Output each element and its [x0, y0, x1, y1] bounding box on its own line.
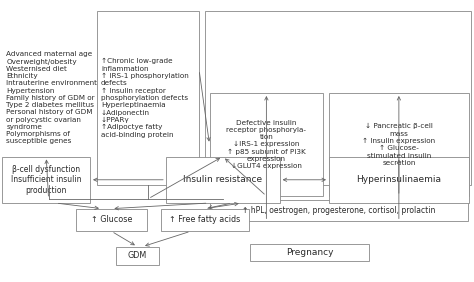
Text: ↑ Glucose: ↑ Glucose [91, 215, 132, 224]
Bar [210, 200, 468, 221]
Text: ↓ Pancreatic β-cell
mass
↑ Insulin expression
↑ Glucose-
stimulated insulin
secr: ↓ Pancreatic β-cell mass ↑ Insulin expre… [362, 123, 436, 166]
Bar [250, 244, 369, 261]
Bar [329, 157, 469, 203]
Bar [166, 157, 280, 203]
Bar [76, 209, 147, 231]
Text: β-cell dysfunction
Insufficient insulin
production: β-cell dysfunction Insufficient insulin … [11, 164, 82, 195]
Bar [116, 247, 159, 265]
Bar [97, 11, 199, 185]
Bar [2, 157, 90, 203]
Text: Advanced maternal age
Overweight/obesity
Westernised diet
Ethnicity
Intrauterine: Advanced maternal age Overweight/obesity… [6, 52, 97, 144]
Text: ↑ Free fatty acids: ↑ Free fatty acids [169, 215, 241, 224]
Text: Insulin resistance: Insulin resistance [183, 175, 262, 184]
Text: Defective insulin
receptor phosphoryla-
tion
↓IRS-1 expression
↑ p85 subunit of : Defective insulin receptor phosphoryla- … [227, 120, 306, 169]
Bar [161, 209, 249, 231]
Text: ↑Chronic low-grade
inflammation
↑ IRS-1 phosphorylation
defects
↑ Insulin recept: ↑Chronic low-grade inflammation ↑ IRS-1 … [101, 58, 189, 138]
Bar [210, 93, 323, 196]
Text: Hyperinsulinaemia: Hyperinsulinaemia [356, 175, 441, 184]
Text: Pregnancy: Pregnancy [286, 248, 333, 257]
Bar [205, 11, 471, 185]
Bar [329, 93, 469, 196]
Text: GDM: GDM [128, 252, 147, 260]
Text: ↑ hPL, oestrogen, progesterone, cortisol, prolactin: ↑ hPL, oestrogen, progesterone, cortisol… [242, 206, 435, 215]
